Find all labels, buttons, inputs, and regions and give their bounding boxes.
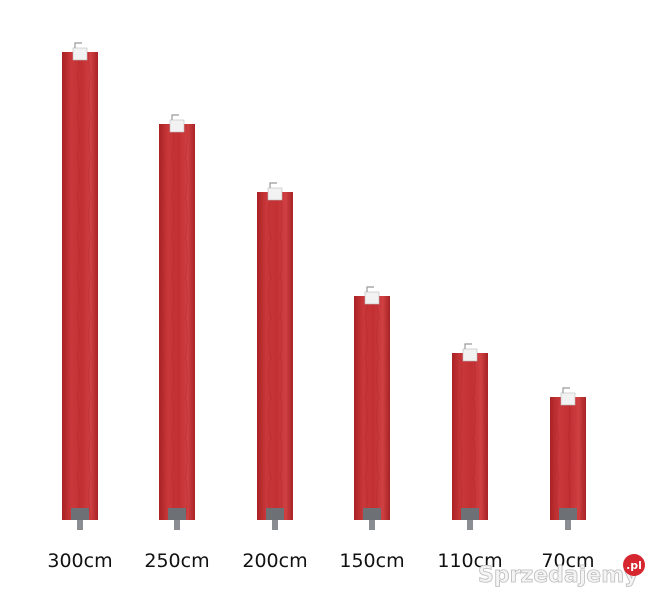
foot-plate <box>266 508 284 520</box>
length-label: 150cm <box>339 550 404 572</box>
length-label: 300cm <box>47 550 112 572</box>
top-bracket <box>267 187 283 201</box>
post-grain <box>354 296 390 520</box>
foot-stem <box>565 520 571 530</box>
foot-stem <box>272 520 278 530</box>
top-bracket <box>72 47 88 61</box>
post-grain <box>62 52 98 520</box>
top-bracket <box>169 119 185 133</box>
post-grain <box>550 397 586 520</box>
watermark: Sprzedajemy <box>478 563 639 588</box>
foot-stem <box>174 520 180 530</box>
length-label: 70cm <box>541 550 594 572</box>
top-hook <box>366 286 374 292</box>
top-hook <box>269 182 277 188</box>
top-bracket <box>364 291 380 305</box>
length-label: 200cm <box>242 550 307 572</box>
length-label: 250cm <box>144 550 209 572</box>
post-grain <box>159 124 195 520</box>
top-hook <box>74 42 82 48</box>
foot-plate <box>168 508 186 520</box>
foot-plate <box>363 508 381 520</box>
foot-stem <box>77 520 83 530</box>
watermark-badge: .pl <box>626 559 642 572</box>
foot-plate <box>71 508 89 520</box>
watermark-badge-circle <box>623 554 645 576</box>
top-hook <box>171 114 179 120</box>
top-bracket <box>560 392 576 406</box>
length-label: 110cm <box>437 550 502 572</box>
foot-plate <box>559 508 577 520</box>
post-grain <box>452 353 488 520</box>
foot-stem <box>369 520 375 530</box>
top-bracket <box>462 348 478 362</box>
top-hook <box>464 343 472 349</box>
foot-plate <box>461 508 479 520</box>
top-hook <box>562 387 570 393</box>
post-grain <box>257 192 293 520</box>
foot-stem <box>467 520 473 530</box>
